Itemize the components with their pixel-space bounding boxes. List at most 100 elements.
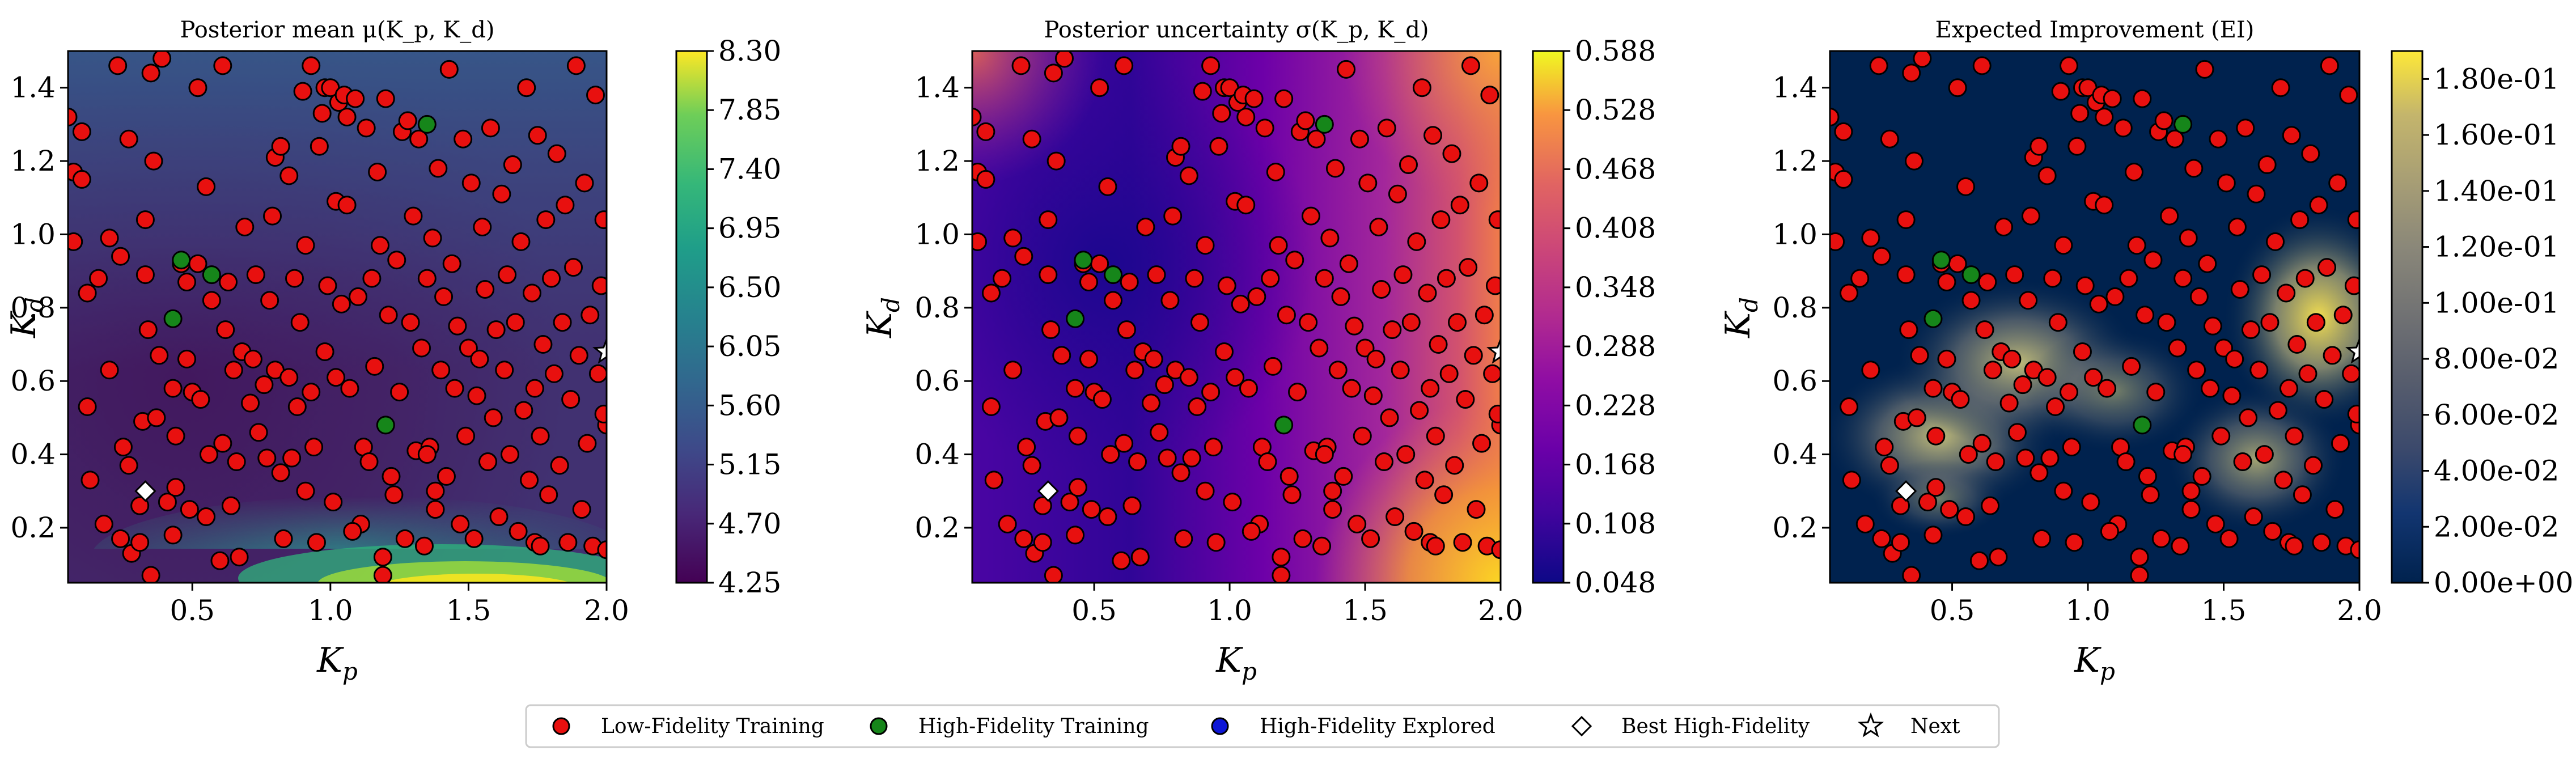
low-fidelity-point xyxy=(78,283,97,303)
y-tick-label: 0.8 xyxy=(10,291,56,324)
low-fidelity-point xyxy=(442,254,461,273)
low-fidelity-point xyxy=(993,269,1012,288)
low-fidelity-point xyxy=(2198,254,2217,273)
low-fidelity-point xyxy=(1434,485,1454,505)
low-fidelity-point xyxy=(395,529,414,548)
low-fidelity-point xyxy=(1869,56,1888,75)
colorbar-tick-label: 6.05 xyxy=(718,330,781,363)
low-fidelity-point xyxy=(448,316,467,336)
low-fidelity-point xyxy=(376,89,395,108)
low-fidelity-point xyxy=(531,536,550,556)
low-fidelity-point xyxy=(2181,500,2201,519)
low-fidelity-point xyxy=(1972,56,1992,75)
axes: 0.5 1.0 1.5 2.0 0.2 0.4 0.6 0.8 1.0 1.2 1.4 xyxy=(1772,71,2382,627)
low-fidelity-point xyxy=(2113,118,2133,138)
low-fidelity-point xyxy=(1033,533,1052,552)
low-fidelity-point xyxy=(1017,438,1036,457)
low-fidelity-point xyxy=(1282,485,1302,505)
y-tick-label: 1.2 xyxy=(914,145,960,177)
low-fidelity-point xyxy=(1204,438,1223,457)
low-fidelity-point xyxy=(439,60,459,79)
low-fidelity-point xyxy=(2209,129,2228,149)
low-fidelity-point xyxy=(108,56,128,75)
low-fidelity-point xyxy=(1937,349,1956,368)
low-fidelity-point xyxy=(2274,470,2293,490)
low-fidelity-point xyxy=(2236,118,2255,138)
low-fidelity-point xyxy=(2293,485,2312,505)
low-fidelity-point xyxy=(260,291,279,310)
low-fidelity-point xyxy=(2154,111,2174,130)
low-fidelity-point xyxy=(72,169,91,189)
low-fidelity-point xyxy=(138,320,158,340)
low-fidelity-point xyxy=(981,283,1001,303)
legend-frame xyxy=(525,704,2000,748)
low-fidelity-point xyxy=(197,177,216,196)
legend: Low-Fidelity Training High-Fidelity Train… xyxy=(525,704,2000,748)
low-fidelity-point xyxy=(1358,173,1378,193)
low-fidelity-point xyxy=(1098,507,1117,527)
low-fidelity-point xyxy=(1060,493,1079,512)
low-fidelity-point xyxy=(1840,397,1859,416)
low-fidelity-point xyxy=(1978,273,1997,292)
colorbar-tick-label: 0.408 xyxy=(1575,212,1656,245)
low-fidelity-point xyxy=(2222,386,2242,405)
colorbar xyxy=(675,50,708,584)
low-fidelity-point xyxy=(2054,236,2073,255)
low-fidelity-point xyxy=(1033,496,1052,515)
low-fidelity-point xyxy=(1994,218,2014,237)
low-fidelity-point xyxy=(89,269,108,288)
low-fidelity-point xyxy=(1196,236,1215,255)
colorbar-tick-label: 2.00e-02 xyxy=(2434,510,2559,543)
low-fidelity-point xyxy=(2323,346,2342,365)
low-fidelity-point xyxy=(2054,481,2073,501)
low-fidelity-point xyxy=(1242,522,1261,541)
low-fidelity-point xyxy=(307,533,326,552)
low-fidelity-point xyxy=(387,251,406,270)
colorbar-tick-label: 0.528 xyxy=(1575,94,1656,126)
x-axis-label: Kp xyxy=(2074,641,2115,685)
y-tick-label: 1.0 xyxy=(10,218,56,251)
low-fidelity-point xyxy=(522,283,541,303)
low-fidelity-point xyxy=(72,122,91,141)
low-fidelity-point xyxy=(1217,276,1236,295)
low-fidelity-point xyxy=(2230,279,2249,299)
low-fidelity-point xyxy=(2339,86,2358,105)
low-fidelity-point xyxy=(1112,551,1131,570)
low-fidelity-point xyxy=(2013,375,2032,395)
low-fidelity-point xyxy=(246,265,265,285)
low-fidelity-point xyxy=(1185,269,1204,288)
low-fidelity-point xyxy=(2098,379,2117,398)
low-fidelity-point xyxy=(150,346,169,365)
low-fidelity-point xyxy=(202,291,221,310)
x-tick-label: 2.0 xyxy=(1478,594,1523,627)
low-fidelity-point xyxy=(1098,177,1117,196)
panel-title: Expected Improvement (EI) xyxy=(1935,17,2255,43)
low-fidelity-point xyxy=(2301,144,2320,163)
low-fidelity-point xyxy=(1850,269,1870,288)
low-fidelity-point xyxy=(470,349,489,368)
y-tick-label: 0.2 xyxy=(10,511,56,544)
colorbar-tick-label: 0.588 xyxy=(1575,35,1656,67)
low-fidelity-point xyxy=(2016,448,2035,468)
low-fidelity-point xyxy=(213,434,232,453)
low-fidelity-point xyxy=(2062,438,2081,457)
low-fidelity-point xyxy=(1244,89,1264,108)
low-fidelity-point xyxy=(445,379,464,398)
low-fidelity-point xyxy=(2271,78,2290,98)
low-fidelity-point xyxy=(382,467,401,486)
low-fidelity-point xyxy=(349,287,368,306)
low-fidelity-point xyxy=(2051,82,2070,101)
legend-label: High-Fidelity Training xyxy=(918,715,1149,738)
legend-marker xyxy=(1857,712,1884,737)
low-fidelity-point xyxy=(100,361,119,380)
low-fidelity-point xyxy=(271,137,290,156)
low-fidelity-point xyxy=(1236,107,1256,126)
low-fidelity-point xyxy=(1147,265,1166,285)
low-fidelity-point xyxy=(2116,452,2136,472)
colorbar-tick-label: 0.108 xyxy=(1575,507,1656,540)
low-fidelity-point xyxy=(312,104,332,123)
y-tick-label: 0.4 xyxy=(10,438,56,471)
low-fidelity-point xyxy=(2160,206,2179,226)
low-fidelity-point xyxy=(257,448,277,468)
low-fidelity-point xyxy=(984,470,1003,490)
